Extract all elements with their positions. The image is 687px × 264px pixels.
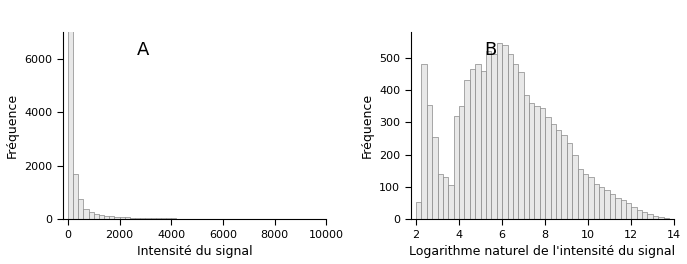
Bar: [416, 202, 421, 219]
Bar: [529, 103, 534, 219]
Bar: [166, 218, 171, 219]
Bar: [567, 143, 572, 219]
Bar: [508, 54, 513, 219]
Bar: [449, 186, 453, 219]
Bar: [502, 45, 508, 219]
Bar: [104, 216, 109, 219]
Bar: [534, 106, 540, 219]
Text: A: A: [137, 41, 149, 59]
Bar: [610, 194, 615, 219]
Bar: [146, 218, 150, 219]
Bar: [578, 169, 583, 219]
Bar: [99, 215, 104, 219]
Bar: [135, 218, 140, 219]
Bar: [605, 190, 610, 219]
X-axis label: Logarithme naturel de l'intensité du signal: Logarithme naturel de l'intensité du sig…: [409, 246, 675, 258]
Bar: [150, 218, 156, 219]
Bar: [475, 64, 481, 219]
Bar: [637, 210, 642, 219]
Bar: [140, 218, 146, 219]
Bar: [620, 200, 626, 219]
Bar: [523, 95, 529, 219]
Bar: [427, 105, 432, 219]
Bar: [443, 177, 449, 219]
Bar: [171, 218, 177, 219]
Bar: [556, 130, 561, 219]
Bar: [491, 54, 497, 219]
Bar: [73, 174, 78, 219]
Bar: [481, 70, 486, 219]
Bar: [161, 218, 166, 219]
Bar: [93, 214, 99, 219]
Bar: [130, 218, 135, 219]
Bar: [545, 117, 550, 219]
Bar: [486, 51, 491, 219]
Bar: [432, 137, 438, 219]
Bar: [109, 216, 114, 219]
Bar: [120, 217, 125, 219]
Bar: [664, 218, 669, 219]
Bar: [89, 212, 93, 219]
Bar: [540, 108, 545, 219]
Bar: [615, 199, 620, 219]
Bar: [513, 64, 518, 219]
Bar: [572, 155, 578, 219]
Bar: [583, 174, 588, 219]
Bar: [156, 218, 161, 219]
Bar: [497, 43, 502, 219]
Bar: [453, 116, 459, 219]
Y-axis label: Fréquence: Fréquence: [361, 93, 374, 158]
Bar: [599, 187, 605, 219]
Bar: [518, 72, 523, 219]
Bar: [594, 184, 599, 219]
Bar: [470, 69, 475, 219]
Bar: [626, 203, 631, 219]
Bar: [421, 64, 427, 219]
Bar: [550, 124, 556, 219]
Bar: [83, 209, 89, 219]
Bar: [631, 206, 637, 219]
Bar: [658, 217, 664, 219]
Bar: [125, 217, 130, 219]
Bar: [647, 214, 653, 219]
X-axis label: Intensité du signal: Intensité du signal: [137, 246, 252, 258]
Bar: [78, 199, 83, 219]
Y-axis label: Fréquence: Fréquence: [5, 93, 19, 158]
Bar: [653, 216, 658, 219]
Bar: [561, 135, 567, 219]
Bar: [68, 26, 73, 219]
Bar: [642, 212, 647, 219]
Bar: [588, 177, 594, 219]
Bar: [114, 217, 120, 219]
Bar: [438, 174, 443, 219]
Text: B: B: [484, 41, 497, 59]
Bar: [459, 106, 464, 219]
Bar: [464, 80, 470, 219]
